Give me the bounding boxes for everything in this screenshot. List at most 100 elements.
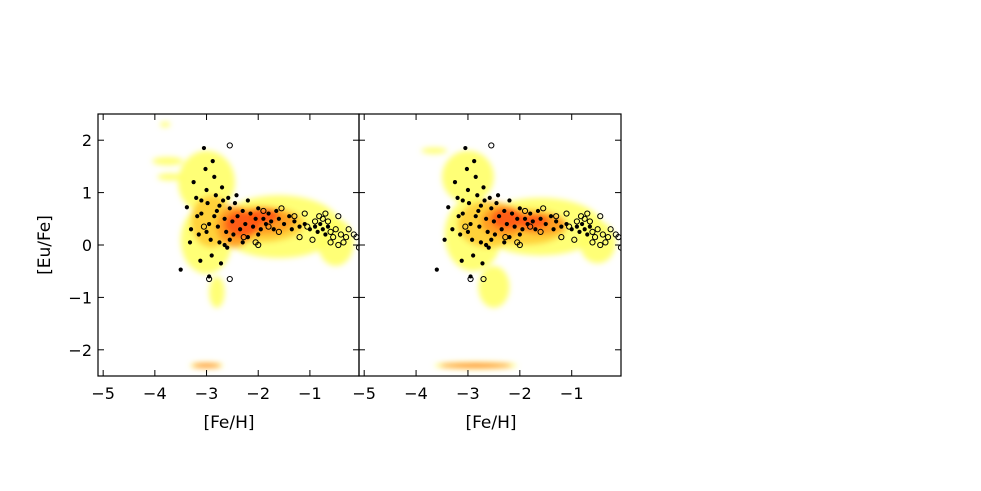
filled-data-point [258, 227, 263, 232]
filled-data-point [226, 195, 231, 200]
filled-data-point [507, 235, 512, 240]
filled-data-point [292, 219, 297, 224]
density-region [442, 150, 494, 204]
open-data-point [563, 210, 570, 217]
open-data-point [604, 234, 612, 241]
filled-data-point [194, 195, 199, 200]
open-data-point [553, 213, 560, 220]
filled-data-point [315, 229, 320, 234]
filled-data-point [543, 221, 548, 227]
filled-data-point [269, 219, 274, 224]
density-region [209, 276, 225, 308]
filled-data-point [191, 180, 196, 185]
filled-data-point [201, 145, 207, 151]
filled-data-point [515, 216, 520, 221]
filled-data-point [207, 274, 212, 279]
open-data-point [566, 223, 573, 230]
y-tick-label: −2 [68, 341, 92, 360]
filled-data-point [530, 219, 535, 224]
filled-data-point [476, 208, 481, 214]
filled-data-point [491, 219, 496, 224]
filled-data-point [468, 274, 473, 279]
filled-data-point [205, 200, 210, 206]
open-data-point [607, 226, 614, 233]
filled-data-point [528, 211, 533, 216]
filled-data-point [481, 185, 486, 190]
filled-data-point [473, 214, 478, 219]
filled-data-point [460, 211, 465, 216]
filled-data-point [455, 195, 460, 200]
filled-data-point [219, 185, 225, 190]
filled-data-point [204, 187, 209, 193]
open-data-point [275, 228, 282, 235]
filled-data-point [289, 227, 294, 232]
filled-data-point [574, 224, 580, 229]
open-data-point [589, 239, 596, 246]
open-data-point [599, 231, 606, 238]
filled-data-point [297, 224, 302, 229]
y-tick-label: 1 [82, 184, 92, 203]
filled-data-point [232, 200, 238, 206]
filled-data-point [559, 224, 564, 229]
open-data-point [319, 215, 326, 222]
filled-data-point [470, 237, 475, 242]
x-tick-label: −5 [352, 384, 376, 403]
filled-data-point [203, 166, 208, 172]
filled-data-point [281, 221, 287, 227]
open-data-point [527, 223, 534, 230]
panel-left: −5 −4 −3 −2 −1 −2 −1 0 1 2 [Fe/H] [Eu/Fe] [35, 113, 360, 433]
open-data-point [573, 218, 581, 225]
filled-data-point [520, 227, 525, 232]
x-tick-label: −4 [404, 384, 428, 403]
filled-data-point [199, 211, 204, 216]
filled-data-point [477, 224, 482, 229]
open-data-point [591, 234, 599, 241]
open-data-point [586, 218, 593, 225]
filled-data-point [238, 227, 243, 232]
filled-data-point [582, 227, 587, 232]
filled-data-point [220, 198, 226, 203]
filled-data-point [512, 224, 517, 229]
x-tick-label: −3 [195, 384, 219, 403]
open-data-point [296, 234, 303, 241]
filled-data-point [256, 206, 261, 211]
open-data-point [327, 239, 334, 246]
filled-data-point [261, 216, 266, 221]
open-data-point [278, 205, 285, 212]
open-data-point [597, 241, 604, 249]
filled-data-point [215, 224, 221, 229]
filled-data-point [208, 237, 213, 242]
filled-data-point [184, 205, 189, 210]
filled-data-point [452, 180, 458, 185]
filled-data-point [245, 198, 250, 203]
filled-data-point [198, 258, 203, 263]
filled-data-point [231, 232, 236, 237]
filled-data-point [240, 240, 245, 245]
filled-data-point [484, 216, 489, 221]
open-data-point [537, 228, 544, 235]
open-data-point [332, 226, 339, 233]
open-data-point [462, 223, 469, 230]
open-data-point [311, 218, 319, 225]
open-data-point [540, 205, 547, 212]
filled-data-point [517, 232, 522, 237]
filled-data-point [195, 214, 200, 219]
filled-data-point [222, 216, 227, 221]
density-region [192, 363, 222, 368]
filled-data-point [214, 208, 219, 214]
open-data-point [309, 236, 316, 243]
filled-data-point [302, 221, 307, 227]
open-data-point [480, 275, 487, 283]
filled-data-point [442, 237, 447, 242]
filled-data-point [323, 232, 328, 237]
density-region [178, 150, 235, 214]
open-data-point [335, 241, 342, 249]
filled-data-point [320, 227, 325, 232]
open-data-point [265, 223, 272, 230]
filled-data-point [287, 214, 292, 219]
filled-data-point [312, 224, 318, 229]
filled-data-point [460, 198, 465, 203]
open-data-point [345, 226, 352, 233]
open-data-point [330, 234, 337, 241]
filled-data-point [213, 193, 218, 198]
